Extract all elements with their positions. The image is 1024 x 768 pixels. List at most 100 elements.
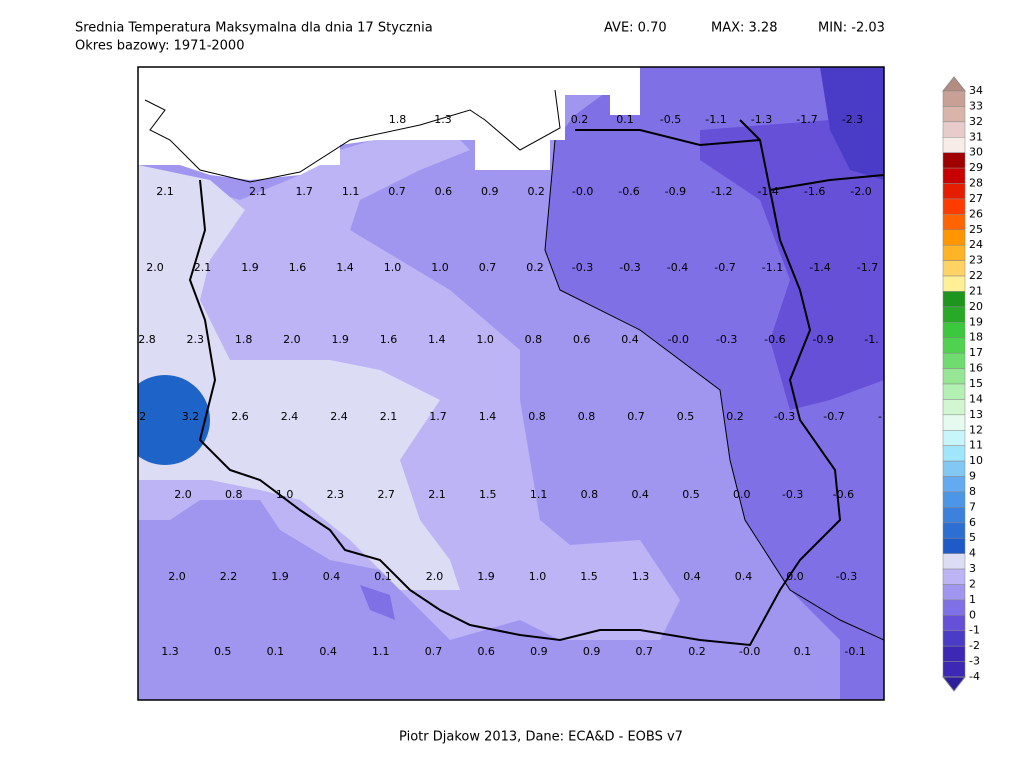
grid-value: 1.7: [429, 410, 447, 423]
grid-value: 0.7: [627, 410, 645, 423]
grid-value: 0.0: [733, 488, 751, 501]
grid-value: 1.0: [431, 261, 449, 274]
colorbar-segment: [942, 460, 966, 477]
grid-value: -1: [878, 410, 889, 423]
grid-value: -0.9: [812, 333, 833, 346]
grid-value: 1.6: [289, 261, 307, 274]
grid-value: 1.1: [372, 645, 390, 658]
colorbar-label: 7: [969, 500, 976, 513]
colorbar-segment: [942, 322, 966, 338]
colorbar-label: 16: [969, 362, 983, 375]
grid-value: 2.3: [187, 333, 205, 346]
colorbar-label: 1: [969, 593, 976, 606]
map: 1.8 1.3 0.2 0.1 -0.5 -1.1 -1.3 -1.7 -2.3 2.1 2.1 1.…: [138, 67, 889, 700]
grid-value: 0.1: [374, 570, 392, 583]
grid-value: 0.7: [425, 645, 443, 658]
colorbar-cap: [941, 76, 967, 92]
grid-value: -0.9: [665, 185, 686, 198]
colorbar-label: 6: [969, 516, 976, 529]
grid-value: 1.9: [331, 333, 349, 346]
grid-value: -0.3: [716, 333, 737, 346]
footer: Piotr Djakow 2013, Dane: ECA&D - EOBS v7: [399, 730, 683, 745]
grid-value: -2.0: [850, 185, 871, 198]
grid-value: 0.1: [794, 645, 812, 658]
colorbar-label: 21: [969, 284, 983, 297]
colorbar-label: 34: [969, 84, 983, 97]
grid-value: 0.0: [786, 570, 804, 583]
grid-value: 0.4: [323, 570, 341, 583]
grid-value: 0.2: [726, 410, 744, 423]
colorbar-segment: [942, 568, 966, 585]
grid-value: -1.7: [796, 113, 817, 126]
grid-value: 0.2: [526, 261, 544, 274]
field-m3-m2: [820, 67, 884, 180]
colorbar-segment: [942, 337, 966, 354]
colorbar-label: 24: [969, 238, 983, 251]
colorbar-label: 26: [969, 207, 983, 220]
colorbar-label: 2: [969, 577, 976, 590]
grid-value: -1.: [864, 333, 878, 346]
colorbar-label: 33: [969, 99, 983, 112]
grid-value: 1.5: [479, 488, 497, 501]
stat-ave: AVE: 0.70: [604, 21, 667, 36]
grid-value: -0.0: [668, 333, 689, 346]
colorbar-segment: [942, 599, 966, 616]
grid-value: 0.6: [435, 185, 453, 198]
grid-value: 0.7: [636, 645, 654, 658]
grid-value: 2.1: [249, 185, 267, 198]
grid-value: 2.0: [426, 570, 444, 583]
colorbar-segment: [942, 507, 966, 524]
sea: [138, 67, 640, 180]
colorbar-label: 27: [969, 192, 983, 205]
grid-value: 2.3: [327, 488, 345, 501]
grid-value: -1.3: [751, 113, 772, 126]
colorbar-segment: [942, 137, 966, 153]
grid-value: 1.6: [380, 333, 398, 346]
grid-value: 3.2: [182, 410, 200, 423]
grid-value: 0.8: [528, 410, 546, 423]
colorbar-label: 8: [969, 485, 976, 498]
grid-value: 1.3: [161, 645, 179, 658]
colorbar-label: 28: [969, 177, 983, 190]
colorbar-label: 19: [969, 315, 983, 328]
grid-value: 0.1: [616, 113, 634, 126]
grid-value: 1.1: [530, 488, 548, 501]
colorbar-label: 20: [969, 300, 983, 313]
grid-value: -0.3: [774, 410, 795, 423]
coastline: [144, 89, 561, 183]
colorbar-segment: [942, 183, 966, 200]
field-1-2: [138, 120, 680, 640]
colorbar-label: 29: [969, 161, 983, 174]
colorbar-segment: [942, 229, 966, 246]
stat-max: MAX: 3.28: [711, 21, 777, 36]
grid-value: -1.1: [705, 113, 726, 126]
grid-value: 1.9: [241, 261, 259, 274]
colorbar-segment: [942, 167, 966, 184]
grid-value: 1.0: [529, 570, 547, 583]
colorbar-label: 14: [969, 392, 983, 405]
grid-value: 1.8: [235, 333, 253, 346]
field-m1-0: [360, 585, 395, 620]
grid-value: 0.8: [581, 488, 599, 501]
colorbar-segment: [942, 476, 966, 493]
colorbar-label: -1: [969, 624, 980, 637]
field-2-3: [138, 165, 460, 590]
grid-value: -1.4: [757, 185, 778, 198]
grid-value: 0.9: [530, 645, 548, 658]
grid-value: 0.4: [735, 570, 753, 583]
colorbar-label: 12: [969, 423, 983, 436]
colorbar-label: 31: [969, 130, 983, 143]
border: [575, 129, 761, 147]
grid-value: 2.4: [281, 410, 299, 423]
colorbar-segment: [942, 522, 966, 539]
colorbar-label: 11: [969, 439, 983, 452]
grid-value: 1.4: [428, 333, 446, 346]
colorbar-segment: [942, 352, 966, 369]
grid-value: -1.4: [809, 261, 830, 274]
colorbar-label: 22: [969, 269, 983, 282]
grid-value: 0.6: [477, 645, 495, 658]
grid-value: 0.9: [583, 645, 601, 658]
colorbar-label: 15: [969, 377, 983, 390]
grid-value: 0.6: [573, 333, 591, 346]
